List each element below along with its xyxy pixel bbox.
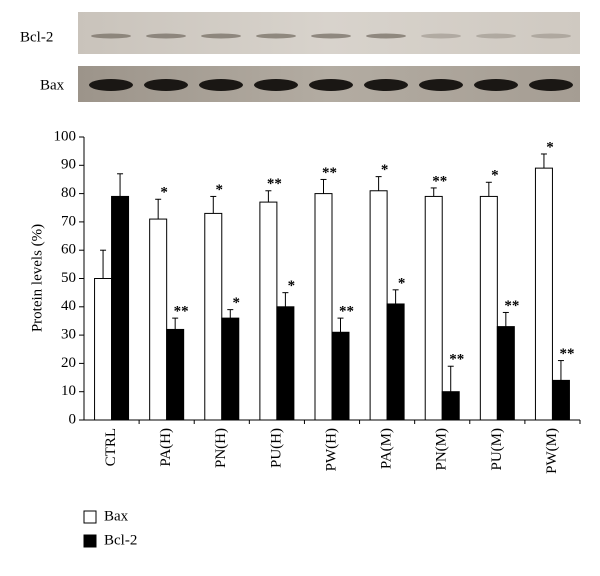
significance-label: * (381, 162, 389, 178)
x-tick-label: PU(M) (489, 428, 505, 471)
blot-band (309, 79, 353, 91)
y-tick-label: 70 (61, 213, 76, 229)
bar (369, 190, 388, 421)
blot-band (364, 79, 408, 91)
significance-label: ** (174, 304, 189, 320)
x-tick-label: PA(H) (158, 428, 174, 467)
blot-band (366, 33, 406, 39)
bar (111, 195, 130, 421)
significance-label: ** (339, 304, 354, 320)
y-tick-label: 80 (61, 185, 76, 201)
blot-label: Bax (40, 77, 65, 93)
x-tick-label: PA(M) (379, 428, 395, 469)
y-tick-label: 40 (61, 298, 76, 314)
x-tick-label: PW(M) (544, 428, 560, 474)
blot-band (419, 79, 463, 91)
significance-label: ** (432, 173, 447, 189)
bar (314, 193, 333, 421)
bar (441, 391, 460, 421)
blot-band (256, 33, 296, 39)
y-tick-label: 100 (54, 128, 77, 144)
blot-band (474, 79, 518, 91)
blot-band (91, 33, 131, 39)
blot-band (311, 33, 351, 39)
legend-swatch (83, 510, 97, 524)
bar (496, 326, 515, 421)
blot-band (146, 33, 186, 39)
blot-band (421, 33, 461, 39)
significance-label: ** (504, 298, 519, 314)
significance-label: ** (267, 176, 282, 192)
x-tick-label: PU(H) (268, 428, 284, 468)
y-tick-label: 60 (61, 242, 76, 258)
blot-band (476, 33, 516, 39)
blot-label: Bcl-2 (20, 29, 53, 45)
blot-bcl2 (78, 12, 580, 54)
x-tick-label: PN(H) (213, 428, 229, 468)
x-tick-label: PN(M) (434, 428, 450, 471)
blot-band (201, 33, 241, 39)
bar (331, 331, 350, 421)
legend-label: Bax (104, 508, 129, 524)
y-tick-label: 20 (61, 355, 76, 371)
blot-band (199, 79, 243, 91)
bar (386, 303, 405, 421)
blot-band (144, 79, 188, 91)
legend-swatch (83, 534, 97, 548)
significance-label: * (160, 185, 168, 201)
significance-label: * (546, 139, 554, 155)
bar (204, 212, 223, 421)
significance-label: ** (559, 346, 574, 362)
significance-label: ** (322, 165, 337, 181)
y-tick-label: 10 (61, 383, 76, 399)
bar (221, 317, 240, 421)
significance-label: ** (449, 352, 464, 368)
x-tick-label: CTRL (103, 428, 119, 466)
bar (424, 195, 443, 421)
y-tick-label: 30 (61, 327, 76, 343)
bar (259, 201, 278, 421)
bar (276, 306, 295, 421)
blot-band (529, 79, 573, 91)
significance-label: * (233, 295, 241, 311)
bar (166, 328, 185, 421)
significance-label: * (288, 278, 296, 294)
bar (551, 379, 570, 421)
y-tick-label: 90 (61, 157, 76, 173)
significance-label: * (491, 168, 499, 184)
bar (534, 167, 553, 421)
blot-band (89, 79, 133, 91)
y-axis-label: Protein levels (%) (29, 224, 45, 332)
legend-label: Bcl-2 (104, 532, 137, 548)
blot-band (254, 79, 298, 91)
x-tick-label: PW(H) (323, 428, 339, 471)
blot-band (531, 33, 571, 39)
bar (149, 218, 168, 421)
bar (94, 278, 113, 421)
significance-label: * (216, 182, 224, 198)
y-tick-label: 50 (61, 270, 76, 286)
significance-label: * (398, 275, 406, 291)
bar (479, 195, 498, 421)
y-tick-label: 0 (69, 411, 77, 427)
